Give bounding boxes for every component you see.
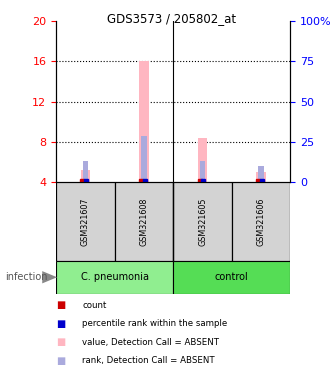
Bar [173, 261, 290, 294]
Text: C. pneumonia: C. pneumonia [81, 272, 149, 283]
Bar [81, 170, 90, 182]
Text: ■: ■ [56, 300, 65, 310]
Bar [139, 61, 148, 182]
Text: GSM321605: GSM321605 [198, 197, 207, 246]
Text: percentile rank within the sample: percentile rank within the sample [82, 319, 228, 328]
Bar [256, 172, 266, 182]
Text: GSM321607: GSM321607 [81, 197, 90, 246]
Text: GDS3573 / 205802_at: GDS3573 / 205802_at [107, 12, 236, 25]
Text: control: control [215, 272, 249, 283]
Bar [232, 182, 290, 261]
Text: infection: infection [5, 272, 48, 282]
Text: ■: ■ [56, 337, 65, 347]
Bar [173, 182, 232, 261]
Polygon shape [42, 271, 57, 283]
Text: value, Detection Call = ABSENT: value, Detection Call = ABSENT [82, 338, 219, 347]
Text: ■: ■ [56, 356, 65, 366]
Bar [115, 182, 173, 261]
Bar [198, 138, 207, 182]
Bar [83, 161, 88, 182]
Bar [56, 261, 173, 294]
Text: count: count [82, 301, 107, 310]
Bar [56, 182, 115, 261]
Text: GSM321606: GSM321606 [257, 198, 266, 246]
Bar [258, 166, 264, 182]
Bar [141, 136, 147, 182]
Text: ■: ■ [56, 319, 65, 329]
Bar [200, 161, 205, 182]
Text: GSM321608: GSM321608 [140, 198, 148, 246]
Text: rank, Detection Call = ABSENT: rank, Detection Call = ABSENT [82, 356, 215, 365]
